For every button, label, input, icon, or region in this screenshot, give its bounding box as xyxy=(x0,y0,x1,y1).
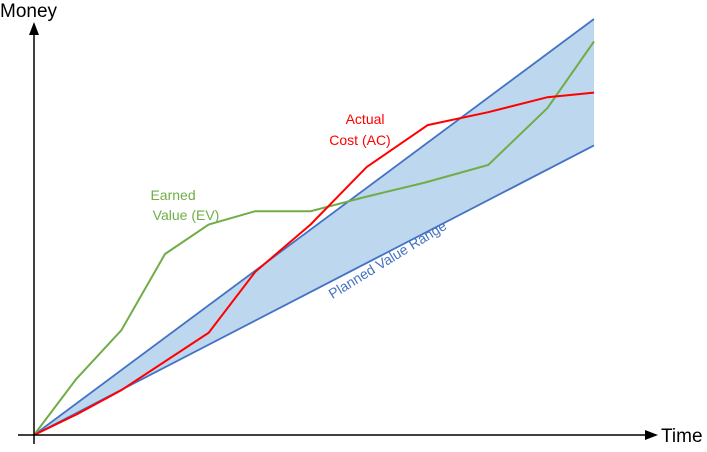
x-axis-arrowhead xyxy=(645,430,658,440)
y-axis-arrowhead xyxy=(29,22,39,35)
actual-cost-line xyxy=(33,91,595,436)
y-axis-title: Money xyxy=(0,1,58,22)
series-group xyxy=(33,40,595,436)
actual-cost-label-line-2: Cost (AC) xyxy=(329,132,390,148)
earned-value-label-line-2: Value (EV) xyxy=(153,207,220,223)
actual-cost-label: Actual Cost (AC) xyxy=(329,111,390,148)
x-axis-title: Time xyxy=(661,426,703,447)
actual-cost-label-line-1: Actual xyxy=(346,111,385,127)
planned-value-upper-line xyxy=(33,18,595,436)
earned-value-line xyxy=(33,40,595,436)
series-labels: Earned Value (EV) Actual Cost (AC) xyxy=(150,111,390,223)
planned-value-band-group: Planned Value Range xyxy=(33,18,595,436)
earned-value-label-line-1: Earned xyxy=(150,187,195,203)
earned-value-label: Earned Value (EV) xyxy=(150,187,219,223)
